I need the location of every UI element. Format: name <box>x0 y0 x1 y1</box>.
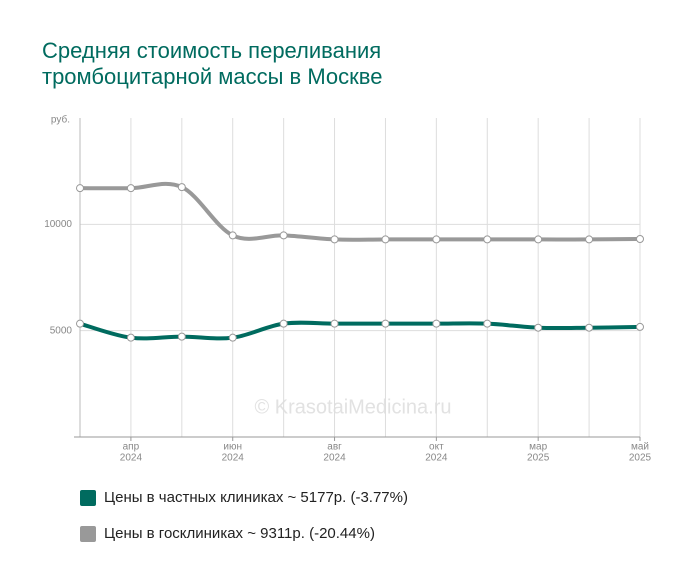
x-tick-label: 2024 <box>425 453 448 464</box>
x-tick-label: 2024 <box>222 453 245 464</box>
x-tick-label: мар <box>529 442 547 453</box>
series-line <box>78 181 642 242</box>
point <box>177 183 186 192</box>
point <box>483 235 492 244</box>
x-tick-label: июн <box>223 442 242 453</box>
legend-swatch <box>80 526 96 542</box>
point <box>381 319 390 328</box>
point <box>432 235 441 244</box>
legend-label: Цены в госклиниках ~ 9311р. (-20.44%) <box>104 525 375 542</box>
point <box>432 319 441 328</box>
point <box>483 319 492 328</box>
series-line <box>78 320 642 341</box>
x-tick-label: 2024 <box>323 453 346 464</box>
point <box>177 332 186 341</box>
point <box>636 234 644 243</box>
point <box>126 333 135 342</box>
point <box>330 235 339 244</box>
y-tick-label: 5000 <box>50 325 73 336</box>
x-tick-label: 2024 <box>120 453 143 464</box>
watermark: © KrasotaiMedicina.ru <box>254 396 451 418</box>
x-tick-label: 2025 <box>629 453 652 464</box>
point <box>534 323 543 332</box>
x-tick-label: авг <box>327 442 342 453</box>
y-tick-label: 10000 <box>44 219 72 230</box>
point <box>585 235 594 244</box>
x-tick-label: окт <box>429 442 444 453</box>
point <box>126 184 135 193</box>
x-tick-label: 2025 <box>527 453 550 464</box>
point <box>330 319 339 328</box>
legend-swatch <box>80 490 96 506</box>
point <box>534 235 543 244</box>
x-tick-label: апр <box>123 442 140 453</box>
x-tick-label: май <box>631 442 649 453</box>
point <box>279 319 288 328</box>
point <box>76 184 84 193</box>
point <box>636 322 644 331</box>
chart-title: тромбоцитарной массы в Москве <box>42 64 382 89</box>
point <box>279 231 288 240</box>
y-unit: руб. <box>51 114 70 126</box>
legend-label: Цены в частных клиниках ~ 5177р. (-3.77%… <box>104 489 408 506</box>
point <box>76 319 84 328</box>
point <box>228 231 237 240</box>
point <box>381 235 390 244</box>
point <box>585 323 594 332</box>
point <box>228 333 237 342</box>
chart-title: Средняя стоимость переливания <box>42 38 381 63</box>
